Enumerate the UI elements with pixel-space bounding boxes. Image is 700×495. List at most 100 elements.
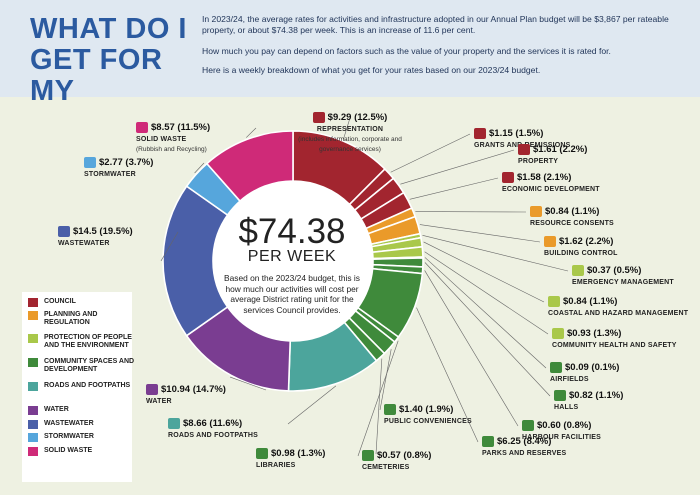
leader-line — [194, 162, 205, 174]
plane-icon — [550, 362, 562, 374]
legend-swatch — [28, 406, 38, 415]
slice-name: PARKS AND RESERVES — [482, 450, 567, 458]
slice-value: $8.57 (11.5%) — [151, 122, 211, 133]
slice-value: $0.57 (0.8%) — [377, 450, 432, 461]
slice-name: ECONOMIC DEVELOPMENT — [502, 186, 600, 194]
label-coastal-and-hazard-management: $0.84 (1.1%) COASTAL AND HAZARD MANAGEMEN… — [548, 296, 688, 319]
donut-hole — [213, 181, 373, 341]
slice-name: PUBLIC CONVENIENCES — [384, 418, 472, 426]
slice-name: WATER — [146, 398, 172, 406]
slice-name: PROPERTY — [518, 158, 559, 166]
slice-subtitle: (Rubbish and Recycling) — [136, 146, 207, 154]
slice-name: WASTEWATER — [58, 240, 110, 248]
slice-value: $0.84 (1.1%) — [563, 296, 618, 307]
heart-icon — [552, 328, 564, 340]
slice-value: $10.94 (14.7%) — [161, 384, 226, 395]
people-icon — [312, 112, 325, 124]
leader-line — [343, 117, 351, 140]
warning-icon — [572, 265, 584, 277]
label-representation: $9.29 (12.5%) REPRESENTATION (includes inf… — [290, 112, 410, 155]
slice-name: HARBOUR FACILITIES — [522, 434, 602, 442]
wave-icon — [548, 296, 560, 308]
label-stormwater: $2.77 (3.7%) STORMWATER — [84, 157, 153, 180]
center-per-week: PER WEEK — [247, 248, 337, 265]
handshake-icon — [474, 128, 486, 140]
slice-value: $6.25 (8.4%) — [497, 436, 552, 447]
label-economic-development: $1.58 (2.1%) ECONOMIC DEVELOPMENT — [502, 172, 600, 195]
tap-icon — [146, 384, 158, 396]
label-resource-consents: $0.84 (1.1%) RESOURCE CONSENTS — [530, 206, 614, 229]
label-property: $1.61 (2.2%) PROPERTY — [518, 144, 587, 167]
slice-value: $0.98 (1.3%) — [271, 448, 326, 459]
slice-value: $1.62 (2.2%) — [559, 236, 614, 247]
legend-label: COMMUNITY SPACES AND DEVELOPMENT — [44, 358, 135, 373]
leader-line — [424, 257, 547, 369]
legend-label: PROTECTION OF PEOPLE AND THE ENVIRONMENT — [44, 334, 132, 349]
label-water: $10.94 (14.7%) WATER — [146, 384, 226, 407]
leader-line — [422, 235, 569, 272]
boat-icon — [522, 420, 534, 432]
slice-value: $0.09 (0.1%) — [565, 362, 620, 373]
slice-name: EMERGENCY MANAGEMENT — [572, 279, 674, 287]
legend-swatch — [28, 334, 38, 343]
slice-value: $8.66 (11.6%) — [183, 418, 243, 429]
slice-value: $1.61 (2.2%) — [533, 144, 588, 155]
slice-value: $0.84 (1.1%) — [545, 206, 600, 217]
label-community-health-and-safety: $0.93 (1.3%) COMMUNITY HEALTH AND SAFETY — [552, 328, 677, 351]
leader-line — [419, 224, 541, 243]
label-roads-and-footpaths: $8.66 (11.6%) ROADS AND FOOTPATHS — [168, 418, 258, 441]
leader-line — [375, 358, 383, 455]
house-icon — [518, 144, 530, 156]
slice-value: $2.77 (3.7%) — [99, 157, 154, 168]
leader-line — [416, 307, 479, 443]
label-solid-waste: $8.57 (11.5%) SOLID WASTE (Rubbish and Rec… — [136, 122, 210, 155]
dollar-cycle-icon — [502, 172, 514, 184]
leader-line — [423, 241, 545, 303]
label-parks-and-reserves: $6.25 (8.4%) PARKS AND RESERVES — [482, 436, 566, 459]
legend-swatch — [28, 358, 38, 367]
leader-line — [246, 127, 257, 138]
headstone-icon — [362, 450, 374, 462]
legend-swatch — [28, 447, 38, 456]
slice-solid-waste — [205, 130, 294, 203]
leader-line — [409, 177, 499, 200]
leader-line — [424, 270, 519, 427]
legend-label: WATER — [44, 406, 69, 413]
slice-name: AIRFIELDS — [550, 376, 589, 384]
slice-subtitle: (includes information, corporate and gov… — [298, 136, 402, 154]
tree-icon — [482, 436, 494, 448]
slice-name: RESOURCE CONSENTS — [530, 220, 614, 228]
legend-label: WASTEWATER — [44, 420, 94, 427]
center-description: Based on the 2023/24 budget, this is how… — [224, 273, 360, 315]
slice-value: $1.15 (1.5%) — [489, 128, 544, 139]
legend-swatch — [28, 382, 38, 391]
slice-value: $9.29 (12.5%) — [327, 112, 388, 123]
drain-icon — [58, 226, 70, 238]
intro-paragraph-3: Here is a weekly breakdown of what you g… — [202, 65, 541, 75]
intro-paragraph-2: How much you pay can depend on factors s… — [202, 46, 611, 56]
slice-value: $14.5 (19.5%) — [73, 226, 133, 237]
books-icon — [256, 448, 268, 460]
leader-line — [390, 133, 471, 173]
slice-value: $1.40 (1.9%) — [399, 404, 454, 415]
label-harbour-facilities: $0.60 (0.8%) HARBOUR FACILITIES — [522, 420, 601, 443]
leader-line — [357, 340, 399, 457]
label-wastewater: $14.5 (19.5%) WASTEWATER — [58, 226, 133, 249]
legend-swatch — [28, 298, 38, 307]
label-halls: $0.82 (1.1%) HALLS — [554, 390, 623, 413]
stormwater-icon — [84, 157, 96, 169]
leader-line — [400, 149, 515, 185]
leader-line — [379, 349, 392, 411]
slice-name: COASTAL AND HAZARD MANAGEMENT — [548, 310, 689, 318]
label-cemeteries: $0.57 (0.8%) CEMETERIES — [362, 450, 431, 473]
slice-value: $0.93 (1.3%) — [567, 328, 622, 339]
leader-line — [424, 262, 551, 397]
toilet-icon — [384, 404, 396, 416]
leader-line — [160, 231, 179, 262]
slice-name: CEMETERIES — [362, 464, 410, 472]
leader-line — [424, 251, 549, 335]
slice-name: REPRESENTATION — [316, 126, 384, 134]
label-building-control: $1.62 (2.2%) BUILDING CONTROL — [544, 236, 618, 259]
legend-label: ROADS AND FOOTPATHS — [44, 382, 131, 389]
car-icon — [168, 418, 180, 430]
